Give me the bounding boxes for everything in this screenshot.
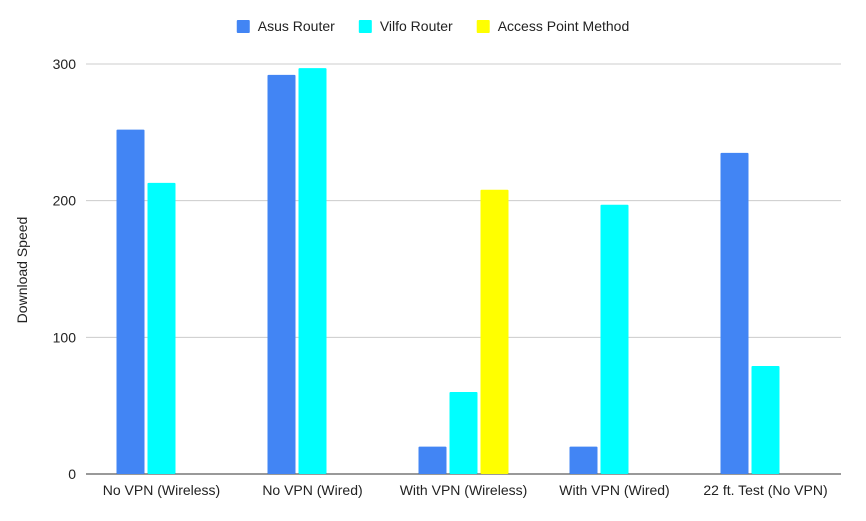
y-tick-label: 300 [53, 56, 77, 72]
x-category-label: No VPN (Wired) [262, 482, 362, 498]
bar-asus-router-2 [418, 446, 447, 474]
x-category-label: No VPN (Wireless) [103, 482, 220, 498]
legend-label: Vilfo Router [380, 18, 453, 34]
bar-access-point-method-2 [480, 189, 509, 474]
legend-swatch [358, 20, 372, 33]
x-category-label: With VPN (Wired) [559, 482, 669, 498]
bar-vilfo-router-3 [600, 204, 629, 474]
y-axis-ticks: 0 100 200 300 [53, 56, 77, 482]
y-tick-label: 200 [53, 193, 77, 209]
x-category-label: With VPN (Wireless) [400, 482, 528, 498]
legend-swatch [236, 20, 250, 33]
y-tick-label: 100 [53, 329, 77, 345]
bar-asus-router-3 [569, 446, 598, 474]
bar-vilfo-router-1 [298, 68, 327, 474]
x-axis-categories: No VPN (Wireless) No VPN (Wired) With VPN … [103, 482, 828, 498]
bar-asus-router-4 [720, 152, 749, 475]
bars [116, 68, 780, 475]
y-tick-label: 0 [68, 466, 76, 482]
y-axis-title: Download Speed [14, 217, 30, 324]
x-category-label: 22 ft. Test (No VPN) [703, 482, 827, 498]
legend-label: Asus Router [258, 18, 335, 34]
bar-asus-router-1 [267, 74, 296, 474]
bar-vilfo-router-0 [147, 182, 176, 474]
bar-vilfo-router-2 [449, 392, 478, 474]
bar-vilfo-router-4 [751, 366, 780, 474]
legend-label: Access Point Method [498, 18, 630, 34]
legend-swatch [476, 20, 490, 33]
legend: Asus Router Vilfo Router Access Point Meth… [236, 18, 630, 34]
bar-asus-router-0 [116, 129, 145, 474]
